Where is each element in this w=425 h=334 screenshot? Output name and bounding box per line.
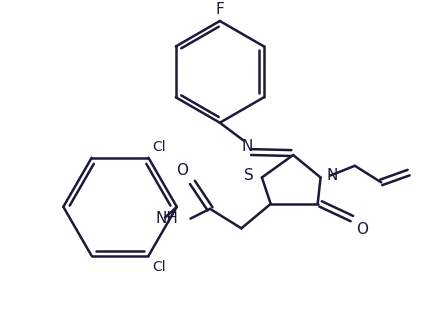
Text: N: N <box>241 139 253 154</box>
Text: Cl: Cl <box>152 140 166 154</box>
Text: O: O <box>356 222 368 237</box>
Text: F: F <box>215 2 224 17</box>
Text: O: O <box>176 163 189 178</box>
Text: Cl: Cl <box>152 260 166 274</box>
Text: NH: NH <box>156 211 179 226</box>
Text: S: S <box>244 168 254 183</box>
Text: N: N <box>326 168 338 183</box>
